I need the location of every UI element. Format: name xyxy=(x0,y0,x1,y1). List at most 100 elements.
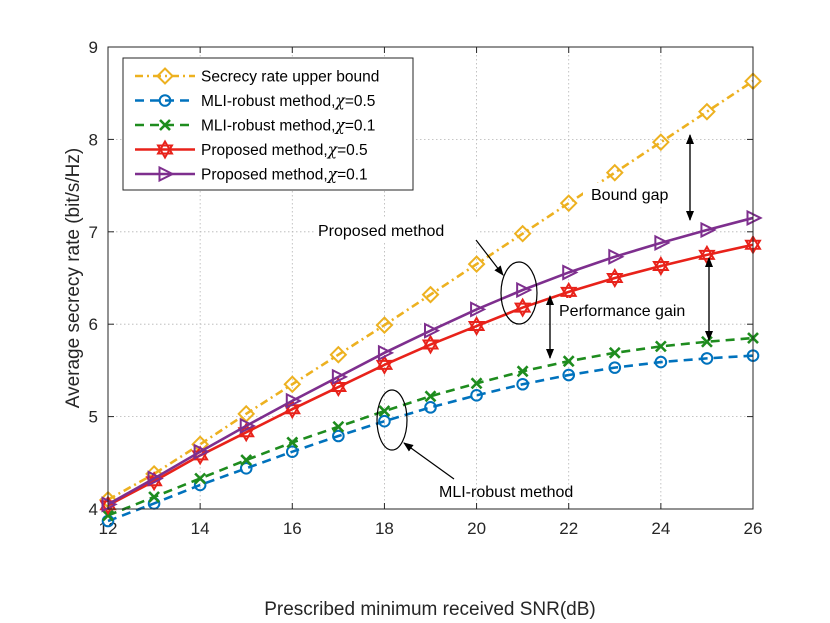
data-point xyxy=(194,472,207,485)
x-tick-label: 20 xyxy=(467,519,486,538)
data-point xyxy=(424,322,441,339)
data-point xyxy=(193,443,210,460)
bound-gap-label: Bound gap xyxy=(591,187,669,204)
series-layer xyxy=(99,72,763,528)
data-point xyxy=(513,224,532,243)
legend: Secrecy rate upper bound MLI-robust metho… xyxy=(122,57,414,191)
data-point xyxy=(375,316,394,335)
legend-label-main: Secrecy rate upper bound xyxy=(201,69,379,86)
data-point xyxy=(285,392,303,410)
x-tick-label: 16 xyxy=(283,519,302,538)
x-tick-label: 26 xyxy=(744,519,763,538)
mli-robust-label: MLI-robust method xyxy=(439,484,573,501)
data-point xyxy=(746,209,763,227)
data-point xyxy=(654,340,667,353)
bound-gap-label-bg xyxy=(583,183,676,207)
legend-label-chi-value: =0.1 xyxy=(337,167,368,184)
performance-gain-label-bg xyxy=(556,298,699,322)
data-point xyxy=(148,491,160,503)
annotations: Bound gap Proposed method Performance gain… xyxy=(314,134,713,501)
mli-robust-arrow xyxy=(403,442,455,480)
legend-label-chi-value: =0.5 xyxy=(345,93,376,110)
data-point xyxy=(562,368,576,382)
data-point xyxy=(606,267,624,289)
data-point xyxy=(286,436,299,449)
y-tick-label: 6 xyxy=(89,315,98,334)
data-point xyxy=(513,297,532,318)
data-point xyxy=(467,316,486,337)
data-point xyxy=(377,344,395,361)
x-tick-label: 24 xyxy=(651,519,670,538)
y-tick-label: 4 xyxy=(89,500,98,519)
data-point xyxy=(700,221,717,239)
data-point xyxy=(562,355,575,368)
series-line xyxy=(107,354,754,523)
data-point xyxy=(375,354,394,375)
x-tick-label: 12 xyxy=(99,519,118,538)
series-line xyxy=(107,80,754,501)
y-tick-label: 9 xyxy=(89,38,98,57)
series-4 xyxy=(101,209,763,513)
legend-label-chi-symbol: χ xyxy=(327,166,339,184)
data-point xyxy=(470,377,483,390)
proposed-method-label: Proposed method xyxy=(318,223,444,240)
x-tick-label: 18 xyxy=(375,519,394,538)
series-line xyxy=(107,243,754,507)
y-tick-label: 5 xyxy=(89,408,98,427)
legend-label-main: MLI-robust method, xyxy=(201,118,335,135)
legend-swatch-marker xyxy=(159,119,171,131)
legend-label: MLI-robust method,χ=0.1 xyxy=(201,117,375,135)
data-point xyxy=(329,377,348,398)
legend-swatch-marker xyxy=(158,165,175,183)
legend-label: Proposed method,χ=0.5 xyxy=(201,141,368,159)
data-point xyxy=(332,420,345,433)
data-point xyxy=(239,462,253,475)
data-point xyxy=(470,301,487,318)
data-point xyxy=(467,255,486,274)
legend-label: MLI-robust method,χ=0.5 xyxy=(201,92,375,110)
data-point xyxy=(424,390,437,403)
legend-swatch-marker xyxy=(158,94,172,107)
legend-entry-4: Proposed method,χ=0.1 xyxy=(135,166,368,184)
x-axis-title: Prescribed minimum received SNR(dB) xyxy=(264,599,596,620)
data-point xyxy=(331,368,349,385)
legend-label-chi-symbol: χ xyxy=(334,92,346,110)
performance-gain-label: Performance gain xyxy=(559,303,685,320)
x-tick-label: 22 xyxy=(559,519,578,538)
legend-label-chi-value: =0.5 xyxy=(337,142,368,159)
data-point xyxy=(283,375,302,394)
legend-label-main: Proposed method, xyxy=(201,142,328,159)
data-point xyxy=(329,345,348,364)
data-point xyxy=(700,352,714,365)
data-point xyxy=(698,102,716,121)
y-tick-label: 8 xyxy=(89,130,98,149)
y-axis-title: Average secrecy rate (bit/s/Hz) xyxy=(63,148,84,408)
data-point xyxy=(608,346,621,359)
legend-swatch-marker xyxy=(156,139,174,160)
data-point xyxy=(101,496,118,513)
data-point xyxy=(470,389,483,402)
legend-label-chi-symbol: χ xyxy=(327,141,339,159)
legend-label-chi-symbol: χ xyxy=(334,117,346,135)
data-point xyxy=(285,445,299,459)
x-tick-label: 14 xyxy=(191,519,210,538)
data-point xyxy=(516,365,529,378)
legend-label-main: Proposed method, xyxy=(201,167,328,184)
data-point xyxy=(608,248,625,265)
data-point xyxy=(516,281,533,299)
legend-label: Secrecy rate upper bound xyxy=(201,69,379,86)
legend-swatch-marker xyxy=(156,67,174,85)
legend-label: Proposed method,χ=0.1 xyxy=(201,166,368,184)
data-point xyxy=(559,194,578,213)
mli-robust-ellipse xyxy=(376,389,408,451)
data-point xyxy=(652,255,670,276)
proposed-method-ellipse xyxy=(500,261,538,325)
data-point xyxy=(516,377,529,391)
series-line xyxy=(107,216,754,506)
data-point xyxy=(421,334,440,355)
legend-entry-0: Secrecy rate upper bound xyxy=(135,67,379,86)
data-point xyxy=(608,361,622,374)
series-0 xyxy=(99,72,762,509)
legend-entry-2: MLI-robust method,χ=0.1 xyxy=(135,117,375,135)
